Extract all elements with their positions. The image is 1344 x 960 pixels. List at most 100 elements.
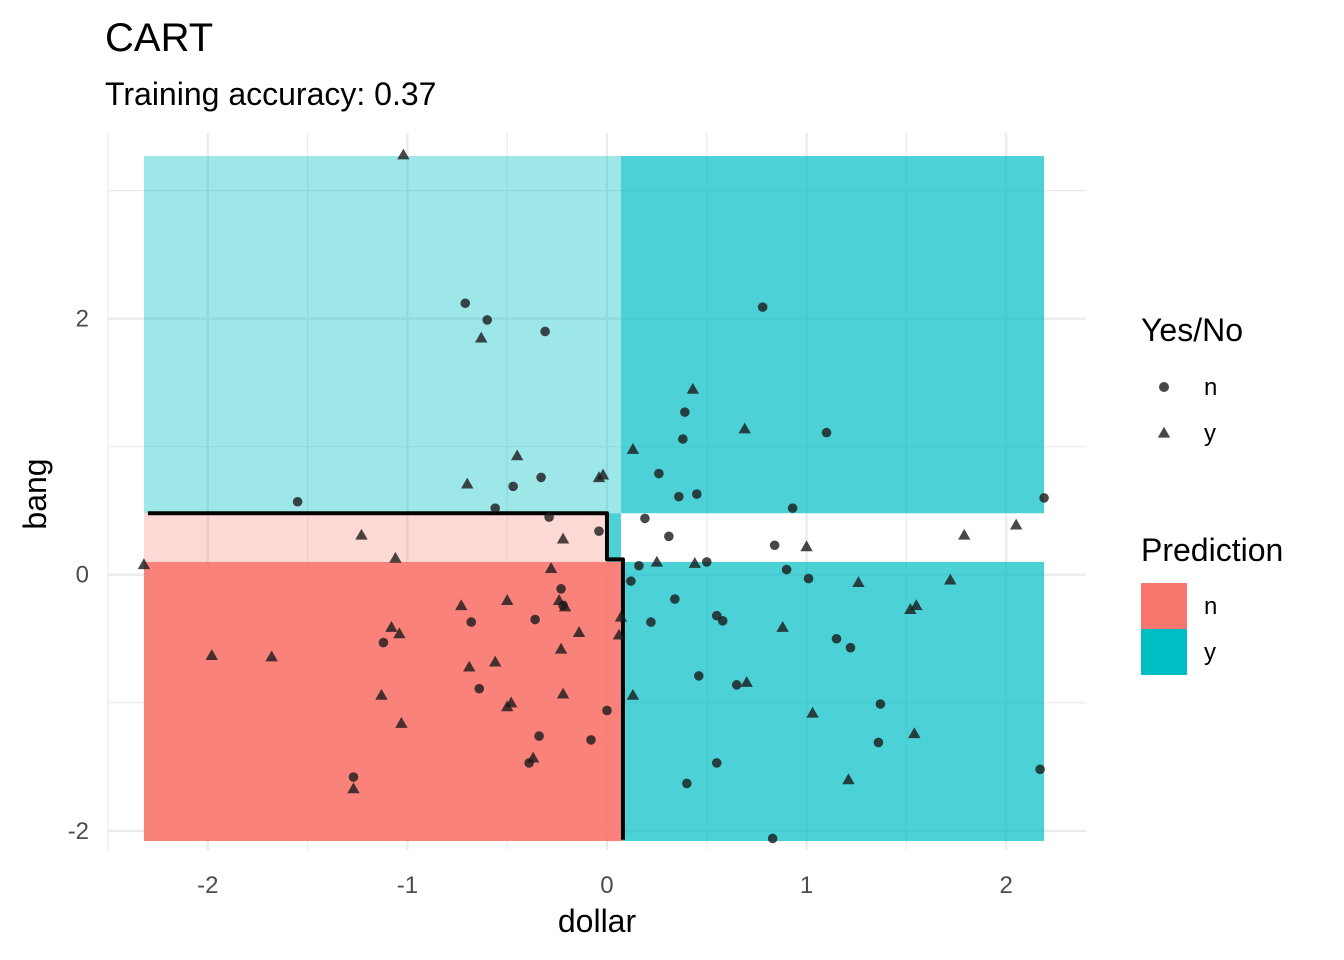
data-point-n (678, 434, 688, 444)
data-point-n (803, 573, 814, 584)
data-point-n (831, 633, 842, 644)
data-point-y (475, 331, 488, 343)
legend-key-triangle (1157, 426, 1171, 438)
data-point-y (526, 751, 540, 763)
data-points (137, 148, 1049, 844)
data-point-y (455, 599, 468, 611)
x-axis-title: dollar (558, 903, 637, 939)
data-point-n (682, 778, 692, 789)
data-point-y (265, 650, 278, 662)
data-point-n (378, 637, 389, 648)
data-point-y (393, 627, 406, 639)
data-point-n (769, 540, 780, 551)
data-point-n (626, 576, 636, 586)
data-point-y (908, 727, 921, 739)
data-point-y (776, 621, 789, 632)
data-point-n (873, 737, 884, 748)
legend-label: y (1204, 420, 1216, 447)
data-point-y (489, 655, 502, 667)
legend-label: y (1204, 639, 1216, 666)
data-point-n (474, 683, 485, 694)
prediction-region-n (143, 561, 623, 842)
data-point-y (397, 148, 410, 160)
y-axis-title: bang (17, 458, 53, 529)
data-point-n (482, 315, 493, 325)
data-point-y (686, 382, 700, 394)
data-point-n (602, 705, 612, 716)
data-point-y (558, 600, 572, 612)
chart-title: CART (105, 16, 213, 60)
data-point-y (596, 468, 610, 480)
data-point-y (944, 573, 957, 585)
data-point-n (717, 616, 728, 626)
legend-label: n (1204, 374, 1217, 401)
data-point-y (385, 621, 398, 632)
data-point-y (504, 696, 518, 708)
x-tick-label: -1 (397, 872, 418, 899)
data-point-y (650, 555, 664, 567)
data-point-y (738, 422, 751, 434)
legend-key-fill (1141, 583, 1187, 629)
data-point-y (556, 532, 570, 544)
data-point-n (586, 735, 596, 745)
data-point-y (205, 649, 218, 661)
data-point-y (355, 528, 368, 540)
data-point-n (875, 699, 886, 709)
data-point-y (904, 603, 917, 614)
legend-title-prediction: Prediction (1141, 532, 1283, 568)
data-point-n (530, 614, 540, 625)
decision-boundary (147, 511, 625, 840)
data-point-y (688, 557, 701, 568)
data-point-y (958, 528, 971, 540)
x-tick-label: 2 (999, 872, 1012, 899)
data-point-y (910, 599, 923, 611)
data-point-y (552, 594, 566, 605)
data-point-n (654, 468, 664, 479)
prediction-regions (143, 156, 1045, 842)
prediction-region-n (143, 513, 607, 562)
prediction-region-y (620, 156, 1045, 514)
data-point-n (1035, 764, 1045, 775)
data-point-n (664, 531, 674, 542)
data-point-n (845, 642, 856, 653)
data-point-n (292, 496, 303, 507)
data-point-y (463, 660, 476, 672)
data-point-y (1009, 518, 1023, 530)
data-point-n (674, 491, 684, 502)
data-point-y (556, 687, 570, 699)
data-point-n (556, 584, 566, 594)
legend-label: n (1204, 593, 1217, 620)
data-point-n (1039, 493, 1049, 503)
data-point-y (626, 443, 640, 454)
y-tick-label: 0 (76, 562, 89, 589)
axis-ticks: -2 -1 0 1 2 -2 0 2 (68, 306, 1013, 899)
data-point-n (821, 427, 832, 438)
data-point-n (460, 298, 471, 309)
data-point-n (680, 407, 690, 417)
data-point-n (670, 594, 680, 604)
data-point-y (800, 540, 813, 552)
data-point-n (693, 671, 704, 681)
data-point-y (740, 676, 753, 687)
data-point-y (347, 782, 360, 794)
data-point-n (536, 472, 546, 483)
prediction-region-y (622, 561, 1045, 842)
data-point-y (500, 594, 514, 605)
data-point-n (466, 617, 477, 627)
x-tick-label: 1 (800, 872, 813, 899)
data-point-y (137, 558, 151, 570)
data-point-n (701, 557, 712, 567)
data-point-y (510, 449, 524, 461)
data-point-n (711, 758, 722, 768)
data-point-n (691, 489, 702, 499)
data-point-y (806, 706, 819, 718)
data-point-n (594, 526, 604, 536)
data-point-y (852, 576, 865, 588)
legend-title-yes-no: Yes/No (1141, 312, 1243, 348)
y-tick-label: 2 (76, 306, 89, 333)
data-point-n (534, 731, 544, 741)
data-point-y (544, 562, 558, 573)
data-point-y (375, 688, 388, 700)
data-point-n (646, 617, 656, 627)
